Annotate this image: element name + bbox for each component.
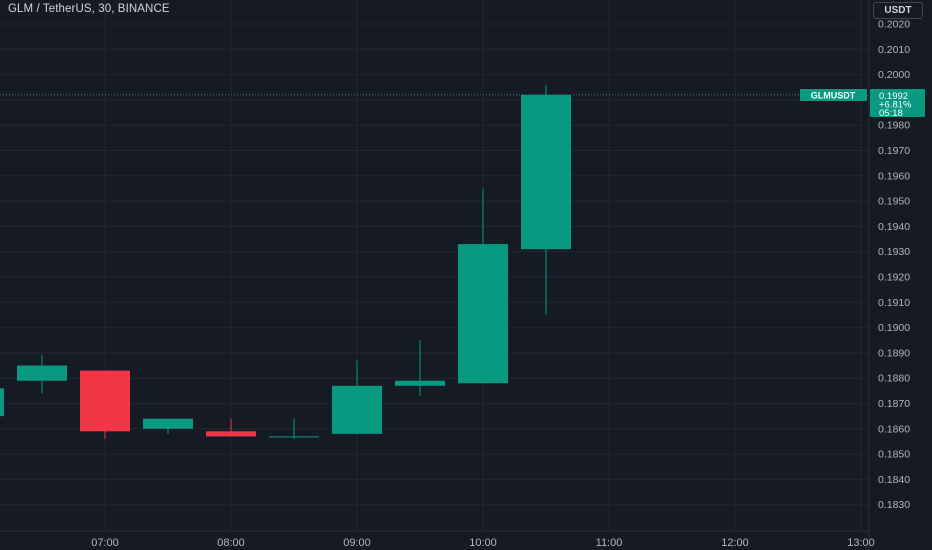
price-tick-label: 0.1870 (878, 398, 910, 410)
time-tick-label: 12:00 (721, 537, 749, 549)
time-tick-label: 08:00 (217, 537, 245, 549)
candle-body (0, 388, 4, 417)
time-axis[interactable]: 07:00 08:00 09:00 10:00 11:00 12:00 13:00 (91, 537, 875, 549)
symbol-badge-bg (800, 89, 867, 101)
price-tick-label: 0.1850 (878, 449, 910, 461)
grid-lines (0, 0, 869, 531)
candle[interactable] (332, 360, 382, 434)
time-tick-label: 13:00 (847, 537, 875, 549)
candle[interactable] (17, 355, 67, 394)
candle[interactable] (80, 370, 130, 439)
candle-body (17, 365, 67, 381)
candle[interactable] (143, 418, 193, 434)
candle-body (269, 436, 319, 438)
price-badge-change: +6.81% (879, 100, 912, 111)
price-tick-label: 0.2010 (878, 44, 910, 56)
price-tick-label: 0.1960 (878, 170, 910, 182)
price-badge-value: 0.1992 (879, 91, 908, 102)
time-tick-label: 07:00 (91, 537, 119, 549)
candle[interactable] (269, 418, 319, 439)
price-tick-label: 0.1900 (878, 322, 910, 334)
price-tick-label: 0.1880 (878, 373, 910, 385)
price-tick-label: 0.1950 (878, 196, 910, 208)
symbol-title: GLM / TetherUS, 30, BINANCE (8, 3, 170, 15)
last-price-badge: GLMUSDT 0.1992 +6.81% 05:18 (800, 89, 925, 119)
price-tick-label: 0.1920 (878, 272, 910, 284)
price-tick-label: 0.1860 (878, 423, 910, 435)
price-tick-label: 0.1940 (878, 221, 910, 233)
candle[interactable] (0, 388, 4, 417)
candles[interactable] (0, 84, 571, 439)
currency-button[interactable]: USDT (873, 2, 923, 19)
time-tick-label: 10:00 (469, 537, 497, 549)
candle-body (521, 94, 571, 250)
symbol-badge-label: GLMUSDT (811, 91, 856, 101)
price-tick-label: 0.1910 (878, 297, 910, 309)
candle-body (206, 431, 256, 437)
price-badge-bg (870, 89, 925, 117)
price-tick-label: 0.2020 (878, 19, 910, 31)
candle[interactable] (395, 340, 445, 396)
time-tick-label: 09:00 (343, 537, 371, 549)
price-tick-label: 0.1840 (878, 474, 910, 486)
candle[interactable] (206, 418, 256, 437)
candle[interactable] (458, 188, 508, 384)
candle-body (80, 370, 130, 432)
candle-body (458, 244, 508, 384)
price-tick-label: 0.1970 (878, 145, 910, 157)
time-tick-label: 11:00 (596, 537, 623, 549)
price-badge-countdown: 05:18 (879, 108, 903, 119)
price-tick-label: 0.1980 (878, 120, 910, 132)
price-tick-label: 0.1890 (878, 347, 910, 359)
price-tick-label: 0.1930 (878, 246, 910, 258)
price-tick-label: 0.2000 (878, 69, 910, 81)
candle-body (143, 418, 193, 429)
price-tick-label: 0.1830 (878, 499, 910, 511)
candle-body (332, 385, 382, 434)
candle[interactable] (521, 84, 571, 315)
candle-body (395, 380, 445, 386)
